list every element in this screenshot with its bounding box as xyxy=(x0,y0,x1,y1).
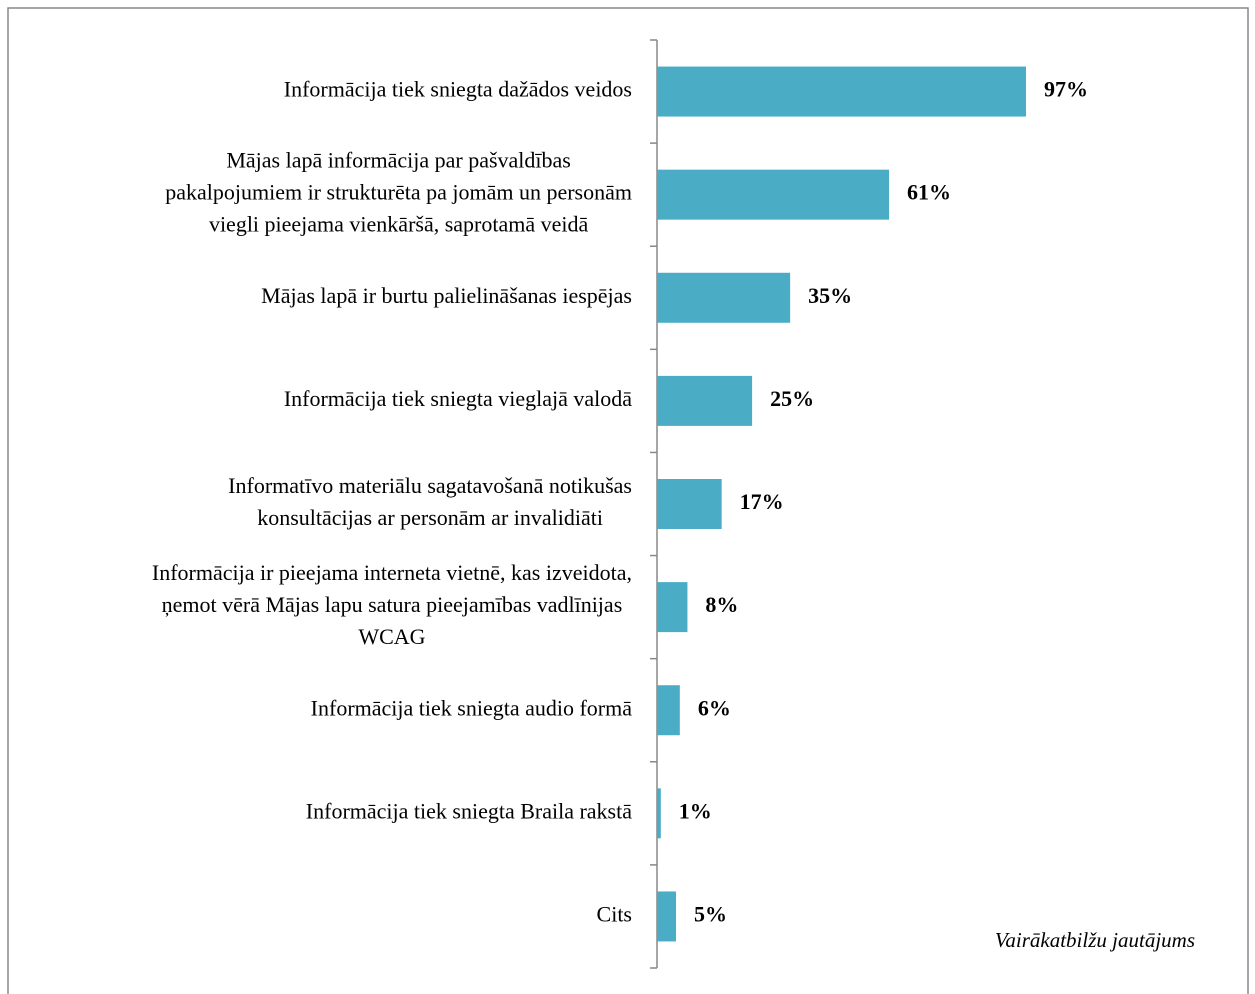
category-label: viegli pieejama vienkāršā, saprotamā vei… xyxy=(209,212,589,237)
bar xyxy=(657,891,677,942)
value-label: 1% xyxy=(679,798,712,823)
bar xyxy=(657,479,722,529)
value-label: 25% xyxy=(770,386,814,411)
value-label: 35% xyxy=(808,283,852,308)
category-label: WCAG xyxy=(358,624,425,649)
category-label: Informācija ir pieejama interneta vietnē… xyxy=(152,560,632,585)
value-label: 17% xyxy=(740,489,784,514)
value-label: 97% xyxy=(1044,77,1088,102)
category-label: Mājas lapā informācija par pašvaldības xyxy=(226,148,571,173)
bar xyxy=(657,169,890,220)
value-label: 6% xyxy=(698,695,731,720)
bar xyxy=(657,685,680,736)
frame xyxy=(7,7,1249,994)
value-label: 61% xyxy=(907,180,951,205)
category-label: Informācija tiek sniegta dažādos veidos xyxy=(284,77,632,102)
category-label: Informatīvo materiālu sagatavošanā notik… xyxy=(228,473,632,498)
category-label: pakalpojumiem ir strukturēta pa jomām un… xyxy=(165,180,632,205)
category-label: Cits xyxy=(597,901,632,926)
value-label: 8% xyxy=(705,592,738,617)
bar xyxy=(657,582,688,633)
category-label: Informācija tiek sniegta audio formā xyxy=(311,695,633,720)
annotation: Vairākatbilžu jautājums xyxy=(995,928,1195,952)
category-label: konsultācijas ar personām ar invalidiāti xyxy=(257,505,603,530)
category-label: Informācija tiek sniegta Braila rakstā xyxy=(306,798,632,823)
bar xyxy=(657,788,661,839)
value-label: 5% xyxy=(694,901,727,926)
category-label: Mājas lapā ir burtu palielināšanas iespē… xyxy=(261,283,632,308)
bar xyxy=(657,272,791,323)
bar xyxy=(657,375,753,426)
bar xyxy=(657,66,1026,117)
category-label: Informācija tiek sniegta vieglajā valodā xyxy=(284,386,632,411)
category-label: ņemot vērā Mājas lapu satura pieejamības… xyxy=(162,592,623,617)
